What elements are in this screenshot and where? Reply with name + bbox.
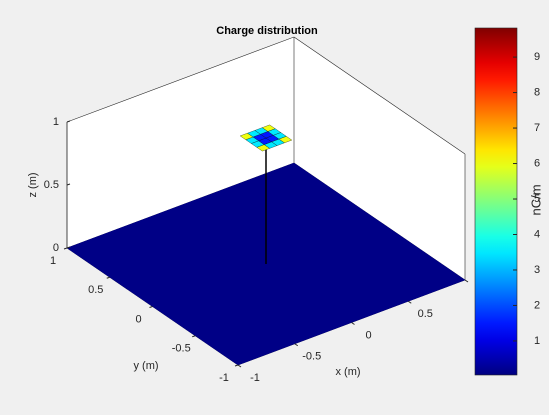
x-tick <box>464 279 469 283</box>
z-tick-label: 0.5 <box>44 179 59 191</box>
z-tick-label: 1 <box>53 116 59 128</box>
y-tick-label: 1 <box>50 255 56 267</box>
x-axis-label: x (m) <box>335 366 360 378</box>
colorbar-tick-label: 7 <box>534 122 540 134</box>
colorbar-tick-label: 8 <box>534 86 540 98</box>
z-tick <box>66 120 71 123</box>
z-tick <box>66 246 71 249</box>
z-tick <box>66 183 71 186</box>
z-axis-label: z (m) <box>27 172 39 197</box>
colorbar-tick-label: 6 <box>534 157 540 169</box>
x-tick-label: -0.5 <box>302 351 321 363</box>
y-tick <box>192 335 196 338</box>
y-tick <box>106 276 110 279</box>
x-tick-label: 0 <box>365 329 371 341</box>
z-tick-label: 0 <box>53 242 59 254</box>
chart-title: Charge distribution <box>216 25 318 37</box>
y-tick <box>234 364 239 367</box>
x-tick <box>294 343 299 347</box>
surface-cell <box>261 124 276 132</box>
y-tick <box>63 247 68 250</box>
y-tick-label: 0 <box>135 313 141 325</box>
box-edge <box>293 36 466 155</box>
y-tick-label: 0.5 <box>88 284 103 296</box>
x-tick-label: -1 <box>250 372 260 384</box>
x-tick <box>407 300 412 304</box>
x-tick <box>237 364 242 368</box>
x-tick-label: 0.5 <box>418 308 433 320</box>
box-edge <box>66 36 295 123</box>
colorbar-tick-label: 9 <box>534 51 540 63</box>
colorbar-label: nC/m <box>528 184 543 215</box>
back-pane <box>67 37 294 248</box>
y-axis-label: y (m) <box>133 360 158 372</box>
colorbar-tick-label: 4 <box>534 228 540 240</box>
colorbar-tick-label: 1 <box>534 335 540 347</box>
y-tick-label: -0.5 <box>172 343 191 355</box>
colorbar-tick-label: 5 <box>534 193 540 205</box>
colorbar-tick-label: 2 <box>534 299 540 311</box>
y-tick-label: -1 <box>219 372 229 384</box>
colorbar <box>474 27 518 376</box>
x-tick <box>351 322 355 325</box>
colorbar-tick-label: 3 <box>534 264 540 276</box>
y-tick <box>149 306 153 308</box>
side-pane <box>294 37 465 280</box>
